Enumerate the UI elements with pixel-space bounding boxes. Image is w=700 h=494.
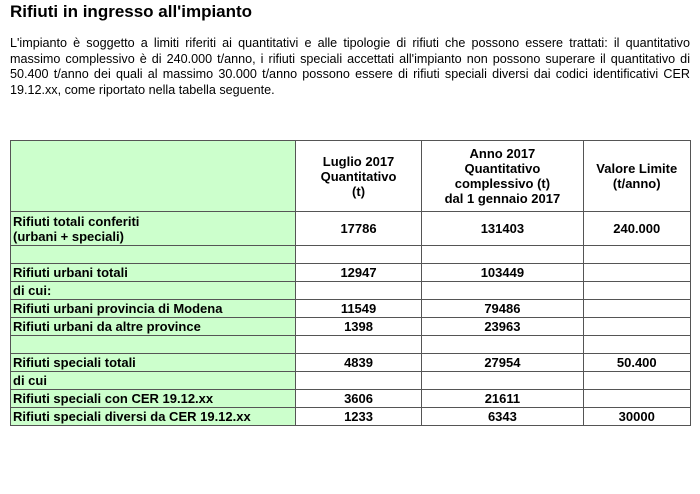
cell-c1 <box>294 245 423 264</box>
row-label-text: Rifiuti speciali diversi da CER 19.12.xx <box>13 409 251 424</box>
row-label <box>10 335 296 354</box>
table-row: Rifiuti urbani provincia di Modena 11549 7… <box>10 299 692 318</box>
header-line: (t/anno) <box>612 176 661 191</box>
row-label-text: Rifiuti totali conferiti <box>13 213 140 229</box>
cell-c2 <box>421 371 584 390</box>
cell-c3 <box>582 299 692 318</box>
cell-c3 <box>582 263 692 282</box>
table-row <box>10 335 692 354</box>
header-empty-cell <box>10 140 296 212</box>
row-label: Rifiuti speciali totali <box>10 353 296 372</box>
cell-c3 <box>582 389 692 408</box>
cell-c2: 27954 <box>421 353 584 372</box>
cell-c2: 131403 <box>421 211 584 246</box>
header-line: Anno 2017 <box>469 146 536 161</box>
cell-c3 <box>582 371 692 390</box>
row-label-text: Rifiuti speciali totali <box>13 355 136 370</box>
cell-c2 <box>421 335 584 354</box>
row-label-text: di cui <box>13 373 47 388</box>
table-row: Rifiuti speciali totali 4839 27954 50.400 <box>10 353 692 372</box>
intro-paragraph: L'impianto è soggetto a limiti riferiti … <box>10 36 690 97</box>
header-year: Anno 2017 Quantitativo complessivo (t) dal … <box>421 140 584 212</box>
header-line: Valore Limite <box>596 161 678 176</box>
table-row: di cui <box>10 371 692 390</box>
header-limit: Valore Limite (t/anno) <box>582 140 692 212</box>
cell-c3 <box>582 317 692 336</box>
header-line: Luglio 2017 <box>322 153 395 169</box>
cell-c3: 30000 <box>582 407 692 426</box>
row-label: Rifiuti speciali con CER 19.12.xx <box>10 389 296 408</box>
cell-c2: 79486 <box>421 299 584 318</box>
cell-c2: 6343 <box>421 407 584 426</box>
table-header-row: Luglio 2017 Quantitativo (t) Anno 2017 Quan… <box>10 140 692 212</box>
table-row: Rifiuti urbani da altre province 1398 2396… <box>10 317 692 336</box>
cell-c1: 17786 <box>294 211 423 246</box>
row-label: Rifiuti urbani provincia di Modena <box>10 299 296 318</box>
header-july: Luglio 2017 Quantitativo (t) <box>294 140 423 212</box>
cell-c2: 103449 <box>421 263 584 282</box>
cell-c3: 240.000 <box>582 211 692 246</box>
cell-c1: 4839 <box>294 353 423 372</box>
cell-c1: 12947 <box>294 263 423 282</box>
cell-c3 <box>582 281 692 300</box>
row-label-text: Rifiuti urbani totali <box>13 265 128 280</box>
row-label-text: Rifiuti speciali con CER 19.12.xx <box>13 391 214 406</box>
table-row: Rifiuti speciali diversi da CER 19.12.xx… <box>10 407 692 426</box>
header-line: (t) <box>352 183 366 199</box>
cell-c3 <box>582 245 692 264</box>
row-label: Rifiuti urbani da altre province <box>10 317 296 336</box>
cell-c2 <box>421 281 584 300</box>
row-label: Rifiuti totali conferiti (urbani + specia… <box>10 211 296 246</box>
header-line: complessivo (t) <box>454 176 551 191</box>
cell-c1 <box>294 371 423 390</box>
cell-c2: 21611 <box>421 389 584 408</box>
table-row: Rifiuti totali conferiti (urbani + specia… <box>10 211 692 246</box>
cell-c1: 1398 <box>294 317 423 336</box>
row-label: Rifiuti speciali diversi da CER 19.12.xx <box>10 407 296 426</box>
cell-c1: 3606 <box>294 389 423 408</box>
page-title: Rifiuti in ingresso all'impianto <box>10 2 253 21</box>
header-line: Quantitativo <box>320 168 397 184</box>
table-row: di cui: <box>10 281 692 300</box>
cell-c3 <box>582 335 692 354</box>
waste-table: Luglio 2017 Quantitativo (t) Anno 2017 Quan… <box>10 140 692 426</box>
table-row: Rifiuti speciali con CER 19.12.xx 3606 216… <box>10 389 692 408</box>
cell-c1: 11549 <box>294 299 423 318</box>
row-label-text: (urbani + speciali) <box>13 228 124 244</box>
cell-c1 <box>294 335 423 354</box>
table-row: Rifiuti urbani totali 12947 103449 <box>10 263 692 282</box>
cell-c2 <box>421 245 584 264</box>
row-label: Rifiuti urbani totali <box>10 263 296 282</box>
row-label: di cui <box>10 371 296 390</box>
row-label-text: Rifiuti urbani da altre province <box>13 319 201 334</box>
cell-c1 <box>294 281 423 300</box>
row-label-text: Rifiuti urbani provincia di Modena <box>13 301 223 316</box>
cell-c2: 23963 <box>421 317 584 336</box>
row-label-text: di cui: <box>13 283 52 298</box>
cell-c3: 50.400 <box>582 353 692 372</box>
header-line: dal 1 gennaio 2017 <box>444 191 561 206</box>
row-label: di cui: <box>10 281 296 300</box>
header-line: Quantitativo <box>464 161 541 176</box>
cell-c1: 1233 <box>294 407 423 426</box>
row-label <box>10 245 296 264</box>
table-row <box>10 245 692 264</box>
